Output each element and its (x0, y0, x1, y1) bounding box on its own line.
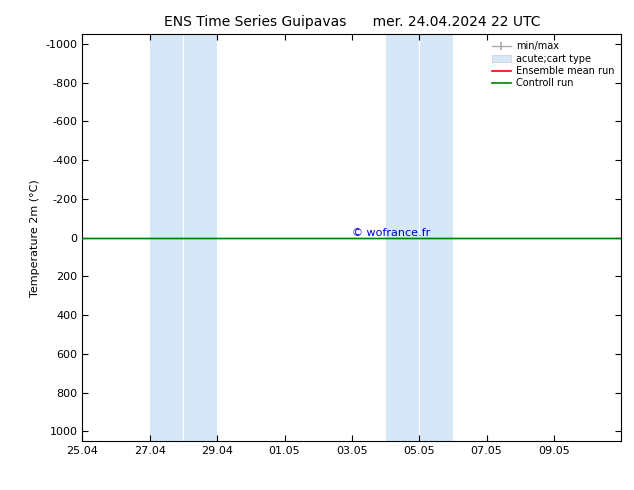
Text: © wofrance.fr: © wofrance.fr (352, 228, 430, 238)
Bar (150, 34, 217, 441)
Title: ENS Time Series Guipavas      mer. 24.04.2024 22 UTC: ENS Time Series Guipavas mer. 24.04.2024… (164, 15, 540, 29)
Legend: min/max, acute;cart type, Ensemble mean run, Controll run: min/max, acute;cart type, Ensemble mean … (489, 39, 616, 90)
Bar (385, 34, 453, 441)
Y-axis label: Temperature 2m (°C): Temperature 2m (°C) (30, 179, 40, 296)
